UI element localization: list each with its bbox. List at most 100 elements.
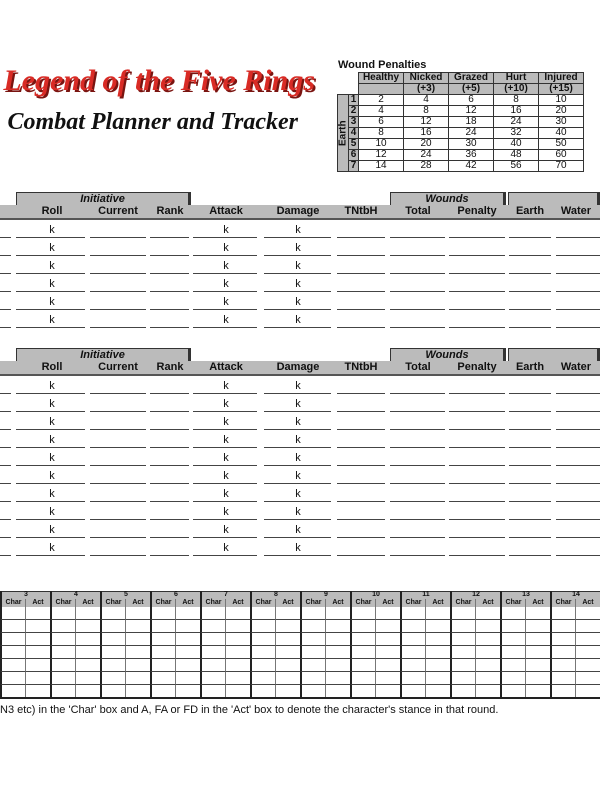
entry-line[interactable] <box>264 291 331 292</box>
entry-line[interactable] <box>264 537 331 538</box>
act-cell[interactable] <box>475 672 500 685</box>
entry-line[interactable] <box>150 393 189 394</box>
entry-line[interactable] <box>390 327 445 328</box>
act-cell[interactable] <box>175 646 200 659</box>
entry-line[interactable] <box>556 255 600 256</box>
entry-line[interactable] <box>556 519 600 520</box>
entry-line[interactable] <box>264 327 331 328</box>
entry-line[interactable] <box>449 465 505 466</box>
entry-line[interactable] <box>337 237 385 238</box>
char-cell[interactable] <box>550 633 575 646</box>
act-cell[interactable] <box>225 646 250 659</box>
entry-line[interactable] <box>337 291 385 292</box>
char-cell[interactable] <box>300 633 325 646</box>
act-cell[interactable] <box>425 633 450 646</box>
entry-line[interactable] <box>0 501 11 502</box>
char-cell[interactable] <box>50 620 75 633</box>
entry-line[interactable] <box>390 273 445 274</box>
entry-line[interactable] <box>390 537 445 538</box>
entry-line[interactable] <box>90 309 146 310</box>
char-cell[interactable] <box>500 659 525 672</box>
entry-line[interactable] <box>16 411 85 412</box>
entry-line[interactable] <box>337 273 385 274</box>
char-cell[interactable] <box>450 633 475 646</box>
entry-line[interactable] <box>449 537 505 538</box>
entry-line[interactable] <box>509 291 551 292</box>
entry-line[interactable] <box>193 309 257 310</box>
char-cell[interactable] <box>100 659 125 672</box>
act-cell[interactable] <box>225 620 250 633</box>
entry-line[interactable] <box>0 465 11 466</box>
char-cell[interactable] <box>450 607 475 620</box>
act-cell[interactable] <box>25 633 50 646</box>
char-cell[interactable] <box>550 646 575 659</box>
entry-line[interactable] <box>337 429 385 430</box>
entry-line[interactable] <box>337 447 385 448</box>
entry-line[interactable] <box>556 327 600 328</box>
entry-line[interactable] <box>0 309 11 310</box>
entry-line[interactable] <box>556 447 600 448</box>
entry-line[interactable] <box>16 519 85 520</box>
entry-line[interactable] <box>390 483 445 484</box>
char-cell[interactable] <box>250 633 275 646</box>
char-cell[interactable] <box>50 672 75 685</box>
entry-line[interactable] <box>509 555 551 556</box>
entry-line[interactable] <box>150 501 189 502</box>
entry-line[interactable] <box>264 273 331 274</box>
entry-line[interactable] <box>90 447 146 448</box>
char-cell[interactable] <box>50 607 75 620</box>
entry-line[interactable] <box>449 291 505 292</box>
entry-line[interactable] <box>193 429 257 430</box>
entry-line[interactable] <box>449 309 505 310</box>
entry-line[interactable] <box>449 555 505 556</box>
char-cell[interactable] <box>500 620 525 633</box>
act-cell[interactable] <box>325 633 350 646</box>
char-cell[interactable] <box>50 646 75 659</box>
char-cell[interactable] <box>350 672 375 685</box>
act-cell[interactable] <box>425 659 450 672</box>
entry-line[interactable] <box>193 255 257 256</box>
act-cell[interactable] <box>75 659 100 672</box>
char-cell[interactable] <box>300 672 325 685</box>
entry-line[interactable] <box>264 501 331 502</box>
entry-line[interactable] <box>150 519 189 520</box>
act-cell[interactable] <box>325 607 350 620</box>
entry-line[interactable] <box>90 465 146 466</box>
char-cell[interactable] <box>150 607 175 620</box>
entry-line[interactable] <box>90 327 146 328</box>
char-cell[interactable] <box>150 672 175 685</box>
entry-line[interactable] <box>16 291 85 292</box>
entry-line[interactable] <box>390 555 445 556</box>
char-cell[interactable] <box>200 607 225 620</box>
entry-line[interactable] <box>16 309 85 310</box>
entry-line[interactable] <box>264 447 331 448</box>
act-cell[interactable] <box>575 633 600 646</box>
entry-line[interactable] <box>556 273 600 274</box>
entry-line[interactable] <box>509 237 551 238</box>
act-cell[interactable] <box>75 672 100 685</box>
entry-line[interactable] <box>16 327 85 328</box>
entry-line[interactable] <box>390 393 445 394</box>
act-cell[interactable] <box>375 672 400 685</box>
entry-line[interactable] <box>449 255 505 256</box>
entry-line[interactable] <box>193 537 257 538</box>
entry-line[interactable] <box>90 483 146 484</box>
entry-line[interactable] <box>556 537 600 538</box>
entry-line[interactable] <box>16 501 85 502</box>
entry-line[interactable] <box>150 237 189 238</box>
entry-line[interactable] <box>449 519 505 520</box>
char-cell[interactable] <box>300 607 325 620</box>
act-cell[interactable] <box>375 659 400 672</box>
char-cell[interactable] <box>500 607 525 620</box>
entry-line[interactable] <box>150 465 189 466</box>
entry-line[interactable] <box>193 501 257 502</box>
char-cell[interactable] <box>300 659 325 672</box>
entry-line[interactable] <box>150 555 189 556</box>
entry-line[interactable] <box>556 309 600 310</box>
entry-line[interactable] <box>509 393 551 394</box>
char-cell[interactable] <box>150 633 175 646</box>
act-cell[interactable] <box>225 633 250 646</box>
act-cell[interactable] <box>475 646 500 659</box>
char-cell[interactable] <box>50 659 75 672</box>
entry-line[interactable] <box>16 393 85 394</box>
